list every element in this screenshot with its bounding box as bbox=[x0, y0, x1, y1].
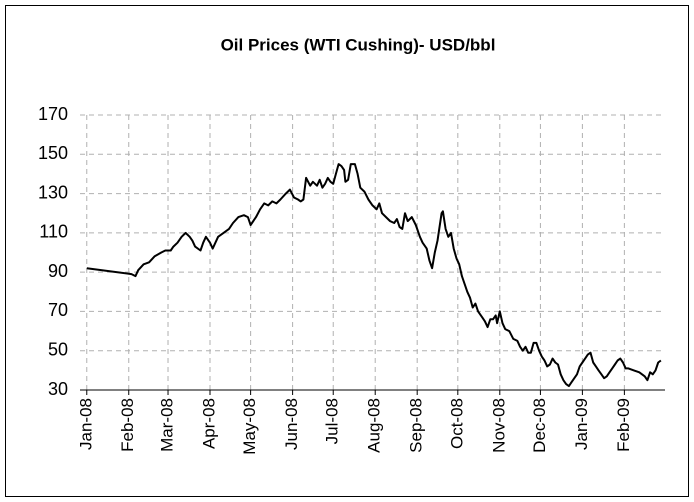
chart-title: Oil Prices (WTI Cushing)- USD/bbl bbox=[221, 35, 496, 54]
chart-frame bbox=[5, 5, 689, 497]
x-tick-label: Mar-08 bbox=[158, 398, 177, 452]
x-tick-label: Jan-09 bbox=[572, 398, 591, 450]
price-line bbox=[86, 163, 662, 388]
x-tick-label: Oct-08 bbox=[447, 398, 466, 449]
y-tick-label: 50 bbox=[48, 339, 68, 359]
y-tick-label: 30 bbox=[48, 379, 68, 399]
x-tick-label: Jun-08 bbox=[282, 398, 301, 450]
x-tick-label: Jul-08 bbox=[323, 398, 342, 444]
x-tick-label: Aug-08 bbox=[365, 398, 384, 453]
x-tick-label: Feb-08 bbox=[118, 398, 137, 452]
x-tick-label: Jan-08 bbox=[76, 398, 95, 450]
x-tick-label: Apr-08 bbox=[199, 398, 218, 449]
x-tick-label: Sep-08 bbox=[407, 398, 426, 453]
x-tick-label: Dec-08 bbox=[530, 398, 549, 453]
x-tick-label: Nov-08 bbox=[489, 398, 508, 453]
y-tick-label: 70 bbox=[48, 300, 68, 320]
x-tick-label: May-08 bbox=[240, 398, 259, 455]
y-tick-label: 170 bbox=[38, 104, 68, 124]
y-tick-label: 130 bbox=[38, 182, 68, 202]
y-tick-label: 90 bbox=[48, 261, 68, 281]
x-tick-label: Feb-09 bbox=[614, 398, 633, 452]
y-tick-label: 150 bbox=[38, 143, 68, 163]
y-tick-label: 110 bbox=[39, 222, 68, 242]
